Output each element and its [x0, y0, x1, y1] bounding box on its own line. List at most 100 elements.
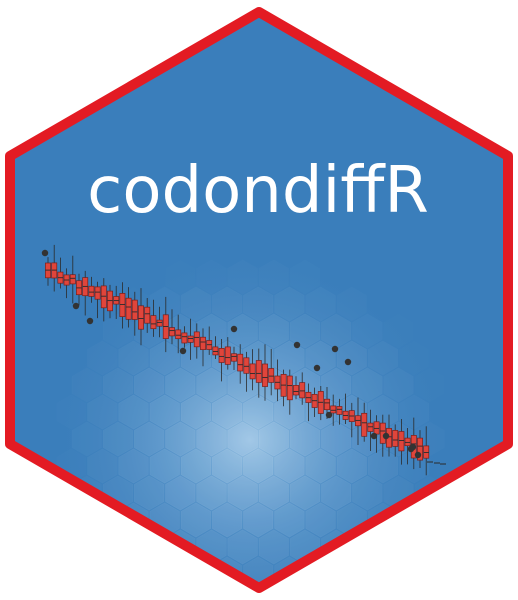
hexbin-cell	[258, 475, 289, 511]
hexbin-cell	[227, 475, 258, 511]
boxplot-box	[100, 285, 107, 309]
hexbin-cell	[290, 584, 320, 600]
hexbin-cell	[87, 448, 118, 484]
hexbin-cell	[367, 394, 399, 430]
boxplot-box	[69, 274, 76, 285]
hexbin-cell	[243, 448, 274, 484]
hexbin-cell	[258, 313, 289, 349]
hexbin-cell	[384, 530, 414, 564]
hexbin-cell	[212, 286, 242, 322]
boxplot-box	[392, 430, 399, 447]
boxplot-box	[299, 382, 306, 399]
boxplot-box	[330, 405, 337, 414]
boxplot-box	[193, 331, 200, 348]
hexbin-cell	[180, 394, 211, 430]
boxplot-box	[255, 360, 262, 383]
outlier-point	[86, 317, 94, 325]
boxplot-box	[417, 437, 423, 461]
hexbin-cell	[305, 340, 336, 376]
boxplot-box	[138, 305, 144, 330]
boxplot-box	[268, 368, 275, 383]
boxplot-box	[119, 293, 126, 317]
hexbin-cell	[321, 475, 352, 511]
hexbin-cell	[368, 340, 398, 376]
hexbin-cell	[118, 340, 149, 376]
boxplot-box	[181, 332, 188, 344]
boxplot-box	[231, 353, 237, 362]
boxplot-box	[94, 286, 101, 300]
outlier-point	[72, 302, 80, 310]
hexbin-cell	[352, 367, 383, 403]
hexbin-cell	[166, 584, 196, 600]
hexbin-cell	[196, 421, 227, 457]
hexbin-cell	[321, 584, 351, 600]
hexbin-cell	[243, 394, 274, 430]
boxplot-box	[237, 353, 244, 372]
boxplot-series	[45, 244, 446, 476]
boxplot-box	[286, 375, 293, 401]
outlier-point	[313, 364, 321, 372]
hexbin-cell	[149, 448, 180, 484]
hexbin-cell	[258, 529, 289, 565]
hexbin-cell	[72, 530, 102, 564]
hexbin-cell	[274, 502, 305, 538]
hexbin-cell	[274, 340, 305, 376]
hexbin-cell	[274, 286, 305, 322]
boxplot-box	[150, 315, 157, 330]
hexbin-cell	[383, 367, 414, 403]
hexbin-cell	[336, 448, 367, 484]
boxplot-box	[243, 357, 250, 374]
outlier-point	[370, 432, 378, 440]
hexbin-cell	[212, 502, 243, 538]
hexbin-cell	[118, 394, 149, 430]
hexbin-cell	[134, 584, 164, 600]
boxplot-box	[361, 412, 368, 437]
boxplot-box	[224, 346, 231, 365]
hexbin-cell	[227, 529, 258, 565]
outlier-point	[230, 325, 238, 333]
hexbin-cell	[243, 502, 274, 538]
boxplot-box	[262, 363, 268, 387]
outlier-point	[325, 411, 333, 419]
hexbin-cell	[87, 394, 118, 430]
hexbin-cell	[118, 448, 149, 484]
hexbin-cell	[181, 286, 211, 322]
boxplot-box	[324, 398, 330, 411]
hexbin-cell	[134, 421, 165, 457]
boxplot-box	[131, 299, 138, 320]
hexbin-cell	[243, 286, 273, 322]
boxplot-box	[156, 319, 163, 327]
hexbin-cell	[289, 313, 321, 349]
hexbin-cell	[305, 448, 336, 484]
hexbin-cell	[321, 313, 351, 349]
hexbin-cell	[134, 475, 165, 511]
outlier-point	[293, 341, 301, 349]
boxplot-box	[218, 348, 225, 363]
boxplot-box	[125, 297, 132, 320]
boxplot-box	[398, 431, 405, 452]
boxplot-box	[169, 327, 175, 337]
hexbin-cell	[103, 367, 133, 403]
hex-border	[5, 7, 513, 593]
hexbin-cell	[165, 475, 196, 511]
hexbin-cell	[289, 475, 321, 511]
hexbin-cell	[165, 421, 196, 457]
hexbin-cell	[368, 557, 398, 591]
hexbin-cell	[165, 367, 196, 403]
boxplot-box	[175, 329, 182, 340]
hexbin-cell	[72, 421, 102, 457]
hexbin-cell	[196, 475, 227, 511]
outlier-point	[179, 347, 187, 355]
boxplot-box	[88, 285, 95, 297]
hexbin-cell	[149, 394, 180, 430]
boxplot-box	[293, 385, 299, 396]
outlier-points	[41, 249, 422, 459]
hexbin-cell	[197, 584, 227, 600]
boxplot-box	[404, 437, 411, 447]
hexbin-cell	[258, 421, 289, 457]
boxplot-box	[367, 422, 374, 432]
hexbin-cell	[274, 448, 305, 484]
hexbin-cell	[180, 448, 211, 484]
hexbin-cell	[352, 475, 383, 511]
hexbin-cell	[180, 502, 211, 538]
